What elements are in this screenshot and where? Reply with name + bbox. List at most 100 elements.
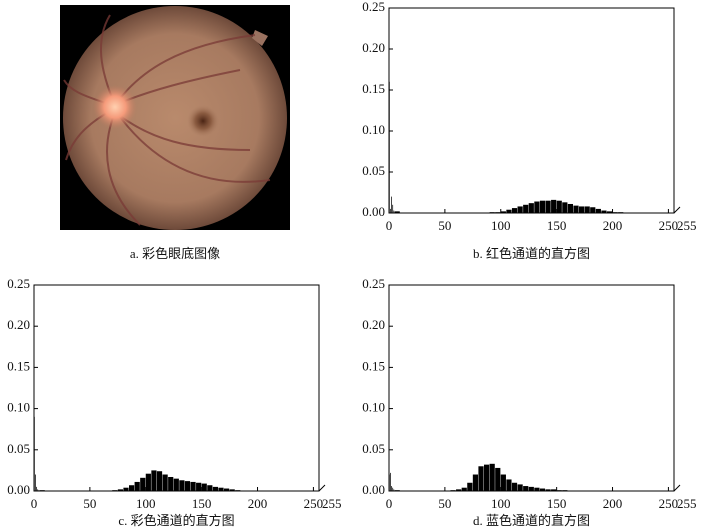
- chart-caption: d. 蓝色通道的直方图: [473, 513, 590, 528]
- bar: [34, 416, 35, 491]
- x-tick-label: 100: [491, 496, 511, 511]
- bar: [218, 487, 224, 491]
- bar: [196, 482, 202, 491]
- bar: [523, 486, 529, 491]
- x-tick-label: 255: [677, 218, 697, 233]
- bar: [129, 485, 135, 491]
- x-tick-label: 250: [659, 496, 679, 511]
- bar: [567, 203, 574, 213]
- bar: [156, 471, 163, 491]
- bar: [500, 474, 506, 491]
- x-tick-label: 0: [386, 218, 393, 233]
- y-tick-label: 0.05: [362, 441, 385, 456]
- x-tick-label: 50: [438, 218, 451, 233]
- y-tick-label: 0.20: [7, 317, 30, 332]
- y-tick-label: 0.25: [7, 276, 30, 291]
- bar: [489, 463, 495, 491]
- x-tick-label: 0: [386, 496, 393, 511]
- x-tick-label: 255: [322, 496, 342, 511]
- y-tick-label: 0.25: [362, 276, 385, 291]
- bar: [562, 202, 568, 213]
- bar: [573, 205, 579, 213]
- bar: [590, 207, 596, 213]
- bar: [145, 473, 151, 491]
- x-tick-label: 150: [192, 496, 212, 511]
- bar: [179, 480, 185, 491]
- bar: [556, 490, 562, 491]
- bar: [456, 489, 462, 491]
- bar: [229, 489, 235, 491]
- x-tick-label: 150: [547, 218, 567, 233]
- y-tick-label: 0.15: [362, 358, 385, 373]
- bar: [393, 489, 395, 491]
- x-tick-label: 200: [603, 496, 623, 511]
- bar: [601, 210, 607, 213]
- bar: [461, 487, 467, 491]
- y-tick-label: 0.00: [362, 482, 385, 497]
- bar: [36, 486, 37, 491]
- bar: [506, 209, 512, 213]
- x-tick-label: 100: [491, 218, 511, 233]
- plot-frame: [33, 284, 320, 492]
- fundus-image: [60, 5, 290, 230]
- bar: [579, 206, 585, 213]
- x-tick: [318, 484, 326, 492]
- y-tick-label: 0.20: [362, 317, 385, 332]
- bar: [551, 199, 557, 213]
- y-tick-label: 0.10: [7, 400, 30, 415]
- x-tick: [673, 484, 681, 492]
- bar: [117, 489, 124, 491]
- chart-caption: c. 彩色通道的直方图: [118, 513, 234, 528]
- bar: [38, 490, 40, 491]
- x-tick-label: 200: [248, 496, 268, 511]
- bar: [595, 208, 601, 213]
- bar: [235, 490, 241, 491]
- bar: [495, 212, 501, 213]
- bar: [162, 474, 168, 491]
- y-tick-label: 0.00: [7, 482, 30, 497]
- bar: [534, 487, 540, 491]
- y-tick-label: 0.00: [362, 204, 385, 219]
- bar: [584, 206, 590, 213]
- bar: [523, 204, 529, 213]
- bar: [39, 490, 45, 491]
- bar: [545, 489, 551, 491]
- bar: [511, 208, 518, 213]
- bar: [390, 208, 391, 213]
- plot-frame: [388, 7, 675, 214]
- bar: [556, 200, 562, 213]
- bar: [489, 212, 495, 213]
- bar: [212, 486, 219, 491]
- bar: [545, 200, 551, 213]
- bar: [472, 474, 479, 491]
- bar: [389, 474, 390, 491]
- x-tick-label: 50: [438, 496, 451, 511]
- y-tick-label: 0.10: [362, 122, 385, 137]
- x-tick-label: 100: [136, 496, 156, 511]
- bar: [517, 484, 523, 491]
- x-tick-label: 150: [547, 496, 567, 511]
- bar: [394, 211, 400, 213]
- y-tick-label: 0.25: [362, 0, 385, 14]
- x-tick-label: 200: [603, 218, 623, 233]
- bar: [467, 482, 473, 491]
- bar: [134, 481, 140, 491]
- y-tick-label: 0.05: [362, 163, 385, 178]
- bar: [389, 81, 390, 213]
- bar: [534, 201, 540, 213]
- bar: [123, 487, 129, 491]
- bar: [551, 489, 557, 491]
- bar: [478, 466, 484, 491]
- bar: [612, 212, 618, 213]
- bar: [151, 470, 157, 491]
- bar: [201, 483, 207, 491]
- bar: [511, 482, 518, 491]
- x-tick-label: 255: [677, 496, 697, 511]
- x-tick-label: 250: [304, 496, 324, 511]
- y-tick-label: 0.15: [7, 358, 30, 373]
- bar: [37, 489, 39, 491]
- bar: [168, 476, 174, 491]
- bar: [112, 490, 118, 491]
- x-tick-label: 0: [31, 496, 38, 511]
